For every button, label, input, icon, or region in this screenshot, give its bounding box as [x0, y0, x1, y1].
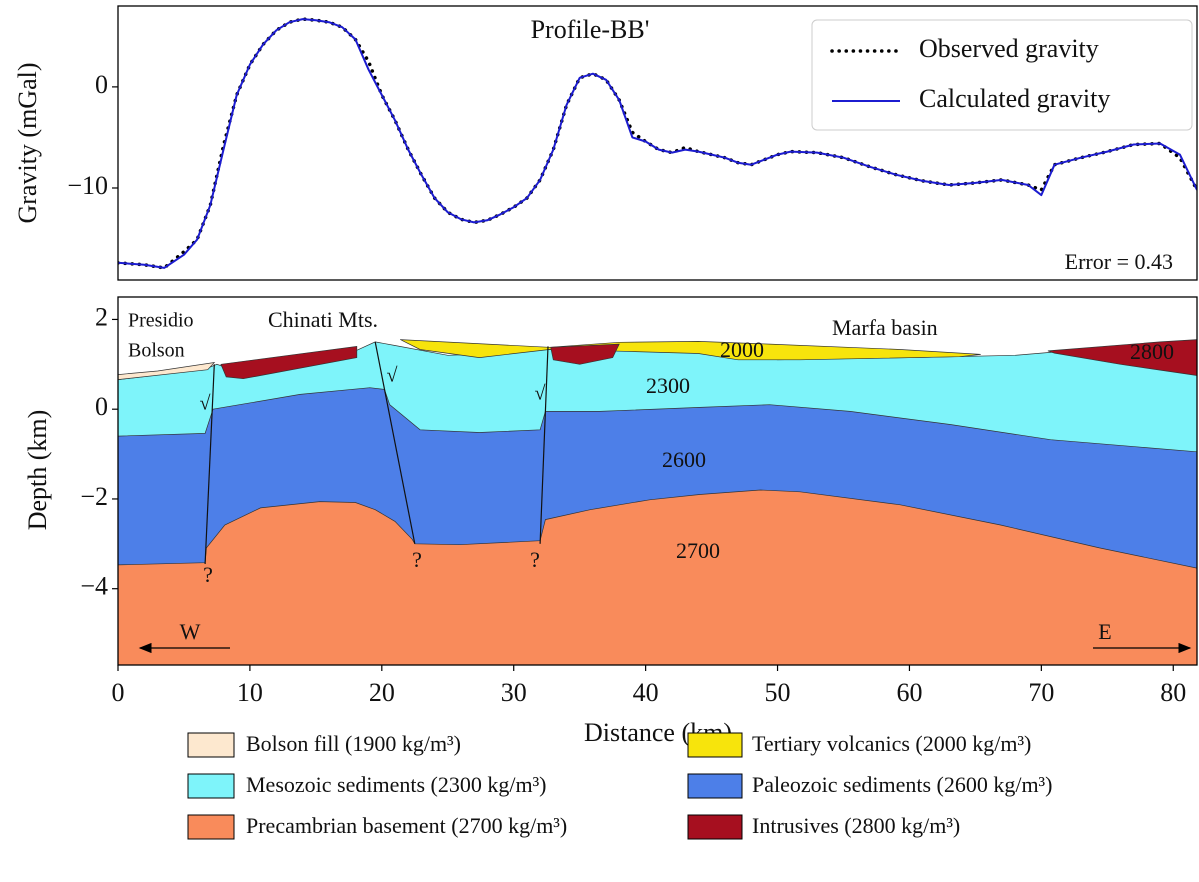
- annotation: √: [200, 393, 211, 415]
- legend-label: Paleozoic sediments (2600 kg/m³): [752, 772, 1052, 797]
- legend-swatch: [187, 773, 235, 799]
- x-tick-label: 10: [237, 678, 263, 707]
- legend-swatch: [187, 814, 235, 840]
- axes-frame: [117, 5, 1198, 281]
- x-tick-label: 50: [765, 678, 791, 707]
- annotation: √: [387, 365, 398, 387]
- annotation: ?: [412, 547, 422, 572]
- y-tick-label: −2: [80, 482, 108, 511]
- y-tick-label: −10: [67, 171, 108, 200]
- y-tick-label: 2: [95, 302, 108, 331]
- section-plot: [118, 339, 1197, 665]
- annotation: ?: [530, 547, 540, 572]
- y-tick-label: −4: [80, 572, 108, 601]
- body: [1047, 339, 1197, 376]
- legend-label: Tertiary volcanics (2000 kg/m³): [752, 731, 1031, 756]
- legend-label: Precambrian basement (2700 kg/m³): [246, 813, 567, 838]
- body: [550, 343, 620, 365]
- annotation: Marfa basin: [832, 315, 938, 340]
- annotation: 2700: [676, 538, 720, 563]
- annotation: 2600: [662, 447, 706, 472]
- x-tick-label: 40: [633, 678, 659, 707]
- annotation: 2300: [646, 373, 690, 398]
- legend-label: Observed gravity: [919, 34, 1099, 63]
- x-tick-label: 70: [1028, 678, 1054, 707]
- body: [220, 346, 358, 380]
- gravity-plot: [118, 17, 1197, 270]
- fault: [374, 341, 416, 544]
- annotation: 2800: [1130, 339, 1174, 364]
- fault: [204, 364, 215, 565]
- legend-label: Intrusives (2800 kg/m³): [752, 813, 960, 838]
- annotation: Bolson: [128, 340, 185, 362]
- y-tick-label: 0: [95, 392, 108, 421]
- body: [118, 362, 216, 380]
- annotation: 2000: [720, 337, 764, 362]
- legend-label: Calculated gravity: [919, 84, 1110, 113]
- legend-swatch: [687, 814, 743, 840]
- layer: [118, 489, 1197, 665]
- annotation: √: [535, 383, 546, 405]
- error-annotation: Error = 0.43: [1065, 249, 1173, 274]
- x-tick-label: 0: [112, 678, 125, 707]
- legend-swatch: [687, 773, 743, 799]
- gravity-line: [118, 18, 1197, 269]
- legend-label: Bolson fill (1900 kg/m³): [246, 731, 461, 756]
- y-axis-label: Gravity (mGal): [13, 62, 42, 223]
- y-axis-label: Depth (km): [23, 410, 52, 531]
- x-tick-label: 20: [369, 678, 395, 707]
- x-tick-label: 60: [896, 678, 922, 707]
- annotation: W: [180, 619, 201, 644]
- legend-swatch: [187, 732, 235, 758]
- x-tick-label: 80: [1160, 678, 1186, 707]
- fault: [539, 346, 549, 544]
- annotation: Chinati Mts.: [268, 307, 378, 332]
- legend-label: Mesozoic sediments (2300 kg/m³): [246, 772, 547, 797]
- annotation: ?: [203, 562, 213, 587]
- legend-box: [811, 19, 1193, 131]
- axes-frame: [117, 296, 1198, 666]
- x-tick-label: 30: [501, 678, 527, 707]
- overlay: Presidio Bolson Chinati Mts. Marfa basin 200…: [128, 307, 1174, 644]
- chart-title: Profile-BB': [531, 15, 650, 44]
- legend-swatch: [687, 732, 743, 758]
- annotation: E: [1098, 619, 1111, 644]
- y-tick-label: 0: [95, 70, 108, 99]
- body: [400, 339, 981, 361]
- annotation: Presidio: [128, 310, 194, 332]
